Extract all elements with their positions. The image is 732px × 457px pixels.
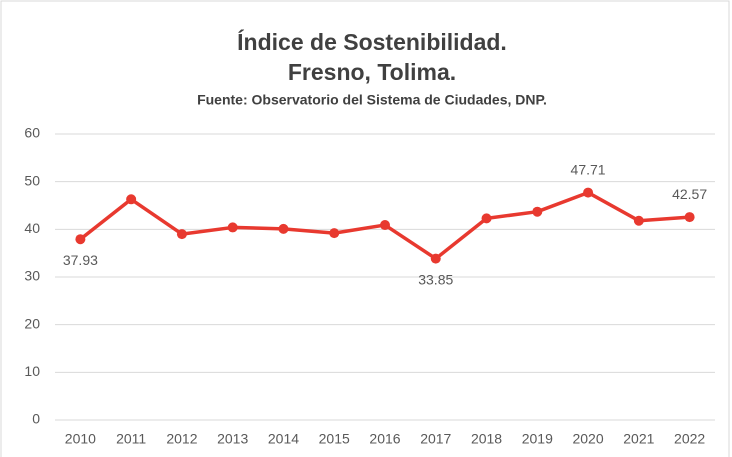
y-tick-label: 20 bbox=[24, 315, 40, 331]
data-point bbox=[227, 222, 238, 233]
x-tick-label: 2010 bbox=[65, 431, 96, 447]
data-label: 42.57 bbox=[672, 186, 707, 202]
x-tick-label: 2013 bbox=[217, 431, 248, 447]
x-tick-label: 2016 bbox=[369, 431, 400, 447]
x-tick-label: 2019 bbox=[522, 431, 553, 447]
data-point bbox=[380, 220, 390, 231]
x-tick-label: 2017 bbox=[420, 431, 451, 447]
x-tick-label: 2012 bbox=[166, 431, 197, 447]
data-point bbox=[176, 229, 187, 240]
y-tick-label: 50 bbox=[24, 172, 40, 188]
x-tick-label: 2022 bbox=[674, 431, 705, 447]
data-point bbox=[278, 223, 289, 234]
x-tick-label: 2011 bbox=[116, 431, 146, 447]
data-point bbox=[684, 212, 695, 223]
data-label: 33.85 bbox=[418, 271, 453, 287]
chart-subtitle: Fuente: Observatorio del Sistema de Ciud… bbox=[197, 92, 547, 108]
data-point bbox=[633, 215, 644, 226]
data-point bbox=[329, 228, 340, 239]
data-point bbox=[75, 234, 86, 245]
x-tick-label: 2021 bbox=[623, 431, 654, 447]
chart-title: Fresno, Tolima. bbox=[288, 59, 456, 85]
y-tick-label: 0 bbox=[32, 411, 40, 427]
data-point bbox=[430, 253, 441, 264]
x-tick-label: 2018 bbox=[471, 431, 502, 447]
data-point bbox=[126, 194, 137, 205]
y-tick-label: 30 bbox=[24, 268, 40, 284]
x-tick-label: 2015 bbox=[319, 431, 350, 447]
y-tick-label: 60 bbox=[24, 125, 40, 141]
data-point bbox=[481, 213, 492, 224]
x-tick-label: 2014 bbox=[268, 431, 299, 447]
data-label: 37.93 bbox=[63, 252, 98, 268]
data-label: 47.71 bbox=[571, 161, 606, 177]
chart-title: Índice de Sostenibilidad. bbox=[237, 28, 507, 55]
y-tick-label: 10 bbox=[24, 363, 40, 379]
data-point bbox=[583, 187, 594, 198]
x-tick-label: 2020 bbox=[572, 431, 603, 447]
data-point bbox=[532, 206, 543, 217]
y-tick-label: 40 bbox=[24, 220, 40, 236]
